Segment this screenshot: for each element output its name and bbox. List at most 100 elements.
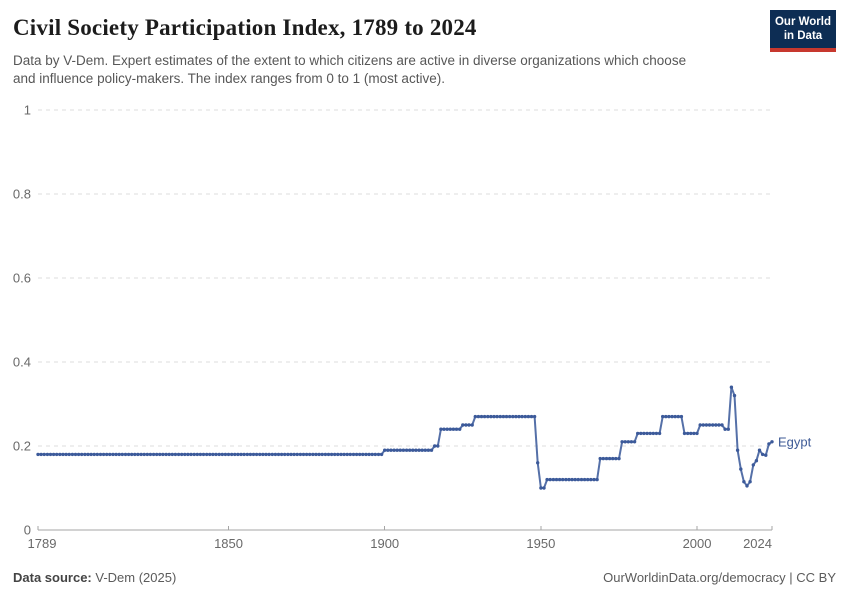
- data-point-marker[interactable]: [436, 444, 440, 448]
- data-point-marker[interactable]: [426, 448, 431, 452]
- data-point-marker[interactable]: [220, 452, 224, 457]
- data-point-marker[interactable]: [367, 452, 371, 457]
- data-point-marker[interactable]: [245, 452, 249, 457]
- data-point-marker[interactable]: [226, 452, 231, 457]
- data-point-marker[interactable]: [729, 385, 734, 389]
- data-point-marker[interactable]: [176, 452, 181, 457]
- data-point-marker[interactable]: [195, 452, 199, 457]
- data-point-marker[interactable]: [564, 477, 568, 482]
- data-point-marker[interactable]: [126, 452, 131, 457]
- data-point-marker[interactable]: [364, 452, 368, 457]
- data-point-marker[interactable]: [601, 456, 605, 461]
- data-point-marker[interactable]: [711, 423, 715, 427]
- data-point-marker[interactable]: [517, 414, 521, 419]
- egypt-line[interactable]: [37, 386, 773, 489]
- data-point-marker[interactable]: [414, 448, 418, 452]
- data-point-marker[interactable]: [726, 427, 730, 431]
- data-point-marker[interactable]: [511, 414, 515, 419]
- data-point-marker[interactable]: [682, 431, 687, 436]
- data-point-marker[interactable]: [626, 440, 630, 444]
- data-point-marker[interactable]: [89, 452, 93, 457]
- data-point-marker[interactable]: [467, 423, 471, 427]
- data-point-marker[interactable]: [242, 452, 246, 457]
- data-point-marker[interactable]: [101, 452, 106, 457]
- data-point-marker[interactable]: [217, 452, 221, 457]
- data-point-marker[interactable]: [651, 431, 655, 436]
- data-point-marker[interactable]: [358, 452, 362, 457]
- data-point-marker[interactable]: [767, 442, 771, 446]
- data-point-marker[interactable]: [764, 453, 768, 457]
- data-point-marker[interactable]: [470, 423, 474, 427]
- data-point-marker[interactable]: [267, 452, 271, 457]
- data-point-marker[interactable]: [339, 452, 343, 457]
- data-point-marker[interactable]: [189, 452, 193, 457]
- data-point-marker[interactable]: [429, 448, 434, 452]
- data-point-marker[interactable]: [186, 452, 190, 457]
- data-point-marker[interactable]: [120, 452, 125, 457]
- data-point-marker[interactable]: [161, 452, 165, 457]
- data-point-marker[interactable]: [504, 414, 509, 419]
- data-point-marker[interactable]: [289, 452, 293, 457]
- data-point-marker[interactable]: [133, 452, 137, 457]
- data-point-marker[interactable]: [645, 431, 649, 436]
- data-point-marker[interactable]: [211, 452, 215, 457]
- data-point-marker[interactable]: [754, 459, 759, 463]
- data-point-marker[interactable]: [292, 452, 296, 457]
- data-point-marker[interactable]: [586, 477, 590, 482]
- data-point-marker[interactable]: [392, 448, 396, 452]
- data-point-marker[interactable]: [433, 444, 437, 448]
- data-point-marker[interactable]: [501, 414, 506, 419]
- data-point-marker[interactable]: [170, 452, 174, 457]
- data-point-marker[interactable]: [164, 452, 168, 457]
- data-point-marker[interactable]: [83, 452, 87, 457]
- data-point-marker[interactable]: [692, 431, 696, 436]
- data-point-marker[interactable]: [592, 477, 596, 482]
- data-point-marker[interactable]: [479, 414, 484, 419]
- data-point-marker[interactable]: [64, 452, 68, 457]
- data-point-marker[interactable]: [445, 427, 449, 431]
- data-point-marker[interactable]: [148, 452, 153, 457]
- data-point-marker[interactable]: [464, 423, 468, 427]
- data-point-marker[interactable]: [198, 452, 203, 457]
- data-point-marker[interactable]: [404, 448, 409, 452]
- data-point-marker[interactable]: [214, 452, 218, 457]
- data-point-marker[interactable]: [383, 448, 387, 452]
- data-point-marker[interactable]: [151, 452, 156, 457]
- data-point-marker[interactable]: [514, 414, 518, 419]
- data-point-marker[interactable]: [495, 414, 499, 419]
- data-point-marker[interactable]: [751, 463, 755, 467]
- data-point-marker[interactable]: [283, 452, 287, 457]
- data-point-marker[interactable]: [408, 448, 412, 452]
- data-point-marker[interactable]: [192, 452, 196, 457]
- data-point-marker[interactable]: [301, 452, 306, 457]
- data-point-marker[interactable]: [439, 427, 443, 431]
- data-point-marker[interactable]: [723, 427, 727, 431]
- data-point-marker[interactable]: [595, 477, 599, 482]
- data-point-marker[interactable]: [333, 452, 337, 457]
- data-point-marker[interactable]: [48, 452, 53, 457]
- data-point-marker[interactable]: [507, 414, 512, 419]
- data-point-marker[interactable]: [461, 423, 465, 427]
- data-point-marker[interactable]: [314, 452, 318, 457]
- data-point-marker[interactable]: [92, 452, 96, 457]
- data-point-marker[interactable]: [582, 477, 587, 482]
- data-point-marker[interactable]: [51, 452, 56, 457]
- data-point-marker[interactable]: [679, 414, 684, 419]
- data-point-marker[interactable]: [145, 452, 149, 457]
- data-point-marker[interactable]: [39, 452, 43, 457]
- data-point-marker[interactable]: [36, 452, 40, 457]
- data-point-marker[interactable]: [298, 452, 303, 457]
- data-point-marker[interactable]: [86, 452, 90, 457]
- data-point-marker[interactable]: [304, 452, 309, 457]
- data-point-marker[interactable]: [642, 431, 646, 436]
- data-point-marker[interactable]: [42, 452, 46, 457]
- data-point-marker[interactable]: [735, 448, 740, 452]
- data-point-marker[interactable]: [717, 423, 721, 427]
- data-point-marker[interactable]: [551, 477, 556, 482]
- data-point-marker[interactable]: [311, 452, 315, 457]
- data-point-marker[interactable]: [714, 423, 718, 427]
- data-point-marker[interactable]: [661, 414, 665, 419]
- data-point-marker[interactable]: [607, 456, 612, 461]
- data-point-marker[interactable]: [760, 452, 765, 457]
